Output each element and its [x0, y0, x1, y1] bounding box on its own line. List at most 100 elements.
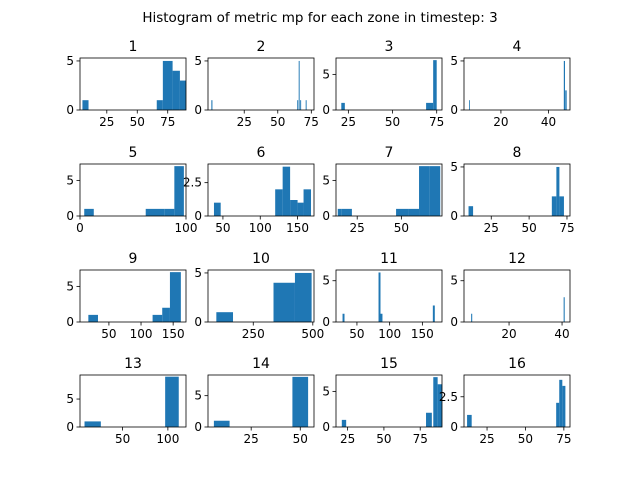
x-tick-label: 100 — [175, 221, 198, 235]
histogram-bar — [294, 272, 312, 322]
zone-panel-13: 13 50 100 0 5 — [66, 356, 187, 446]
histogram-bar — [341, 102, 345, 110]
x-tick-label: 25 — [341, 115, 356, 129]
y-tick-label: 5 — [450, 54, 458, 68]
histogram-bar — [341, 208, 352, 216]
y-tick-label: 5 — [322, 384, 330, 398]
zone-panel-10: 10 250 500 0 5 — [194, 251, 324, 341]
histogram-bar — [562, 385, 566, 427]
x-tick-label: 150 — [162, 327, 185, 341]
x-tick-label: 75 — [304, 115, 319, 129]
x-tick-label: 50 — [518, 432, 533, 446]
histogram-bar — [565, 90, 567, 110]
histogram-bar — [551, 196, 557, 216]
axes-frame — [79, 374, 187, 428]
histogram-bar — [84, 208, 94, 216]
x-tick-label: 50 — [215, 221, 230, 235]
y-tick-label: 0 — [322, 103, 330, 117]
panel-title: 13 — [124, 356, 142, 372]
histogram-bar — [432, 305, 435, 322]
histogram-bar — [152, 314, 163, 322]
histogram-bar — [292, 376, 309, 427]
zone-panel-15: 15 25 50 75 0 5 — [322, 356, 443, 446]
panel-title: 6 — [257, 145, 266, 161]
panel-title: 2 — [257, 39, 266, 55]
x-tick-label: 40 — [554, 327, 569, 341]
panel-title: 9 — [129, 251, 138, 267]
histogram-bar — [88, 314, 98, 322]
x-tick-label: 75 — [559, 221, 574, 235]
x-tick-label: 20 — [501, 327, 516, 341]
y-tick-label: 5 — [66, 392, 74, 406]
histogram-bar — [469, 100, 470, 110]
x-tick-label: 25 — [340, 432, 355, 446]
histogram-bar — [165, 376, 179, 427]
zone-panel-1: 1 25 50 75 0 5 — [66, 39, 187, 129]
histogram-bar — [82, 100, 89, 110]
x-tick-label: 75 — [429, 115, 444, 129]
y-tick-label: 0 — [66, 103, 74, 117]
y-tick-label: 0 — [450, 103, 458, 117]
histogram-bar — [290, 200, 298, 216]
histogram-bar — [563, 297, 565, 322]
axes-frame — [335, 374, 443, 428]
histogram-bar — [213, 202, 221, 216]
y-tick-label: 5 — [66, 54, 74, 68]
panel-title: 16 — [508, 356, 526, 372]
x-tick-label: 250 — [242, 327, 265, 341]
y-tick-label: 0 — [194, 315, 202, 329]
axes-frame — [79, 163, 187, 217]
x-tick-label: 0 — [76, 221, 84, 235]
x-tick-label: 50 — [115, 432, 130, 446]
x-tick-label: 40 — [541, 115, 556, 129]
histogram-bar — [556, 402, 560, 427]
y-tick-label: 0 — [322, 420, 330, 434]
histogram-bar — [213, 420, 230, 427]
y-tick-label: 0 — [450, 209, 458, 223]
y-tick-label: 5 — [66, 173, 74, 187]
x-tick-label: 150 — [286, 221, 309, 235]
y-tick-label: 5 — [66, 279, 74, 293]
panel-title: 5 — [129, 145, 138, 161]
y-tick-label: 5 — [450, 274, 458, 288]
axes-frame — [463, 269, 571, 323]
y-tick-label: 0 — [322, 315, 330, 329]
y-tick-label: 2.5 — [439, 390, 458, 404]
histogram-bar — [419, 166, 430, 216]
y-tick-label: 5 — [322, 274, 330, 288]
histogram-bar — [169, 272, 181, 322]
histogram-bar — [282, 166, 291, 216]
y-tick-label: 5 — [322, 67, 330, 81]
figure-title: Histogram of metric mp for each zone in … — [142, 10, 497, 26]
x-tick-label: 50 — [101, 327, 116, 341]
x-tick-label: 50 — [270, 115, 285, 129]
histogram-bar — [298, 60, 300, 110]
axes-frame — [207, 269, 315, 323]
panel-title: 14 — [252, 356, 270, 372]
panel-title: 1 — [129, 39, 138, 55]
histogram-bar — [297, 100, 299, 110]
x-tick-label: 25 — [479, 432, 494, 446]
y-tick-label: 5 — [194, 266, 202, 280]
axes-frame — [79, 57, 187, 111]
y-tick-label: 0 — [450, 420, 458, 434]
zone-panel-7: 7 25 50 0 5 — [322, 145, 443, 235]
histogram-bar — [556, 166, 560, 216]
histogram-bar — [337, 208, 342, 216]
axes-frame — [207, 163, 315, 217]
histogram-bar — [211, 100, 213, 110]
histogram-bar — [172, 70, 180, 110]
histogram-bar — [563, 60, 565, 110]
histogram-bar — [297, 202, 304, 216]
axes-frame — [335, 57, 443, 111]
y-tick-label: 5 — [322, 173, 330, 187]
zone-panel-5: 5 0 100 0 5 — [66, 145, 197, 235]
y-tick-label: 0 — [66, 420, 74, 434]
histogram-bar — [145, 208, 165, 216]
x-tick-label: 25 — [350, 221, 365, 235]
x-tick-label: 75 — [160, 115, 175, 129]
axes-frame — [335, 269, 443, 323]
x-tick-label: 50 — [521, 221, 536, 235]
axes-frame — [79, 269, 187, 323]
x-tick-label: 25 — [237, 115, 252, 129]
